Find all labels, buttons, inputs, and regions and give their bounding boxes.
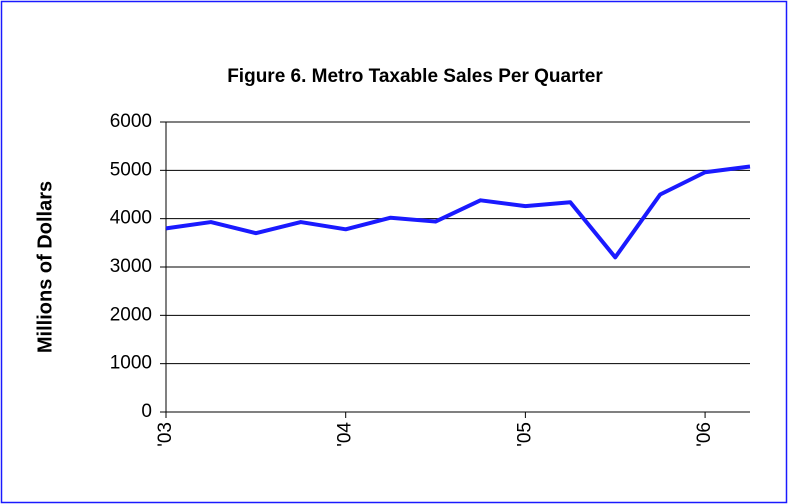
- y-tick-label: 1000: [110, 353, 152, 374]
- x-tick-label: '06: [694, 422, 715, 447]
- y-tick-label: 0: [141, 401, 152, 422]
- x-tick-label: '03: [155, 422, 176, 447]
- y-axis-label: Millions of Dollars: [34, 181, 56, 353]
- chart-title: Figure 6. Metro Taxable Sales Per Quarte…: [227, 66, 603, 87]
- x-tick-label: '04: [335, 422, 356, 447]
- y-tick-label: 2000: [110, 304, 152, 325]
- x-tick-label: '05: [514, 422, 535, 447]
- y-tick-label: 3000: [110, 256, 152, 277]
- y-tick-label: 6000: [110, 111, 152, 132]
- y-tick-label: 5000: [110, 159, 152, 180]
- data-line: [165, 164, 751, 260]
- y-tick-label: 4000: [110, 208, 152, 229]
